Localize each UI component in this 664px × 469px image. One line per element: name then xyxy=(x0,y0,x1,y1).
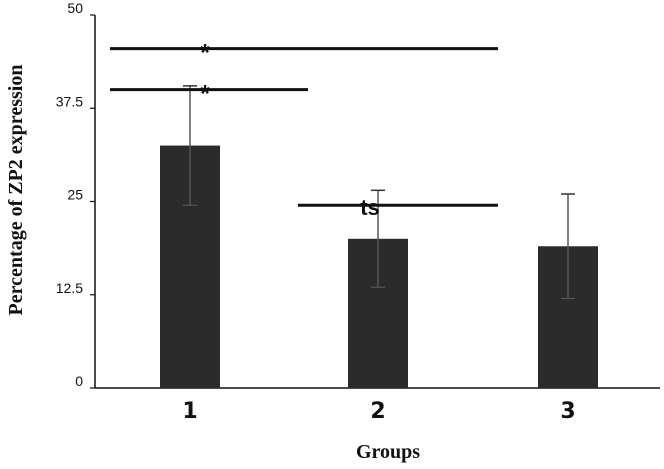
x-axis-title: Groups xyxy=(356,441,420,463)
y-tick-label: 50 xyxy=(67,0,83,16)
x-tick-label: 3 xyxy=(560,399,575,424)
y-tick-label: 0 xyxy=(75,373,83,389)
y-tick-label: 37.5 xyxy=(56,93,83,109)
x-tick-label: 2 xyxy=(370,399,385,424)
significance-label: * xyxy=(200,81,210,108)
y-axis-title: Percentage of ZP2 expression xyxy=(5,65,27,316)
x-tick-label: 1 xyxy=(182,399,197,424)
significance-label: * xyxy=(200,40,210,67)
plot-area: 0 12.5 25 37.5 50 1 2 3 * * ts xyxy=(56,0,660,424)
y-tick-label: 12.5 xyxy=(56,280,83,296)
y-tick-label: 25 xyxy=(67,187,83,203)
significance-label: ts xyxy=(360,195,380,220)
